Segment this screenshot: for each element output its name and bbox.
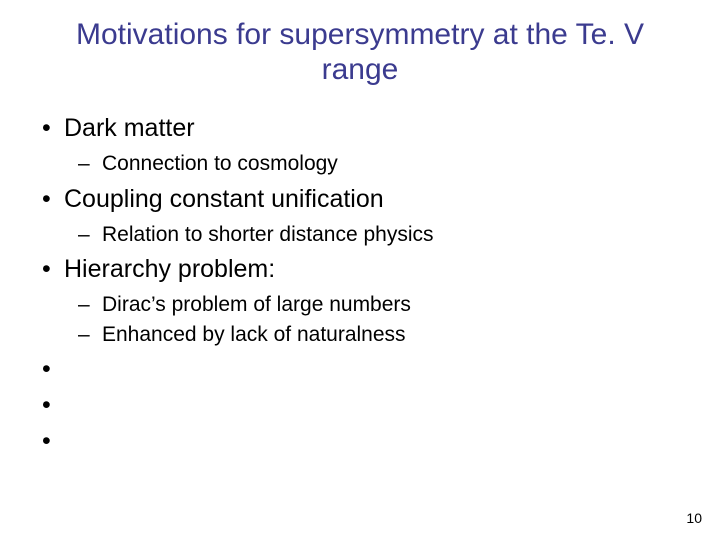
bullet-list: Dark matter Connection to cosmology Coup… — [38, 113, 696, 458]
sub-bullet-item: Connection to cosmology — [64, 150, 696, 177]
bullet-item-empty — [38, 390, 696, 422]
slide-title: Motivations for supersymmetry at the Te.… — [24, 18, 696, 87]
slide: Motivations for supersymmetry at the Te.… — [0, 0, 720, 540]
sub-bullet-list: Connection to cosmology — [64, 150, 696, 177]
sub-bullet-item: Dirac’s problem of large numbers — [64, 291, 696, 318]
sub-bullet-item: Enhanced by lack of naturalness — [64, 321, 696, 348]
sub-bullet-list: Relation to shorter distance physics — [64, 221, 696, 248]
sub-bullet-item: Relation to shorter distance physics — [64, 221, 696, 248]
bullet-item-empty — [38, 426, 696, 458]
bullet-item: Coupling constant unification Relation t… — [38, 184, 696, 249]
sub-bullet-list: Dirac’s problem of large numbers Enhance… — [64, 291, 696, 348]
bullet-item-empty — [38, 354, 696, 386]
bullet-text: Coupling constant unification — [64, 185, 384, 213]
bullet-text: Hierarchy problem: — [64, 255, 275, 283]
slide-content: Dark matter Connection to cosmology Coup… — [24, 113, 696, 458]
bullet-text: Dark matter — [64, 114, 195, 142]
bullet-item: Dark matter Connection to cosmology — [38, 113, 696, 178]
bullet-item: Hierarchy problem: Dirac’s problem of la… — [38, 254, 696, 348]
page-number: 10 — [686, 510, 702, 526]
